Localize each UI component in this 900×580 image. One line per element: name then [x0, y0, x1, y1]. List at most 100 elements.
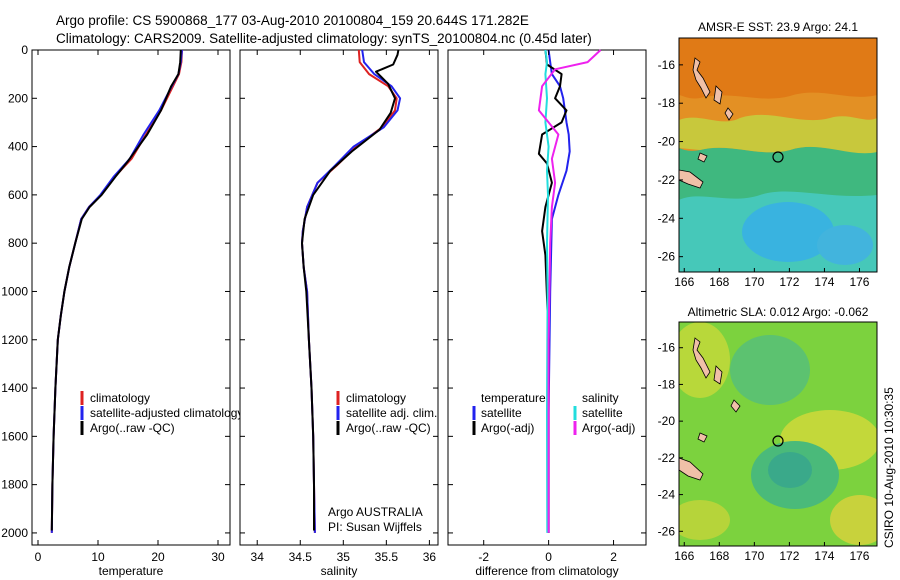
map-y-tick-label: -26 [658, 250, 676, 264]
island-new-caledonia [679, 457, 704, 481]
x-tick-label: 20 [151, 550, 165, 564]
y-tick-label: 600 [8, 188, 28, 202]
legend-label-climatology: climatology [90, 391, 150, 405]
argo-float-location-marker [772, 435, 784, 447]
y-tick-label: 1200 [1, 333, 28, 347]
x-tick-label: 0 [545, 550, 552, 564]
series-line-salinity-argo-adj- [537, 49, 602, 533]
x-tick-label: 10 [91, 550, 105, 564]
salinity-ticks: 34 34.5 35 35.5 36 [240, 49, 438, 564]
float-pi-label: PI: Susan Wijffels [328, 520, 422, 534]
island-vanuatu-mid [713, 85, 723, 105]
float-program-label: Argo AUSTRALIA [328, 505, 423, 519]
map-x-tick-label: 174 [814, 549, 834, 563]
y-tick-label: 1800 [1, 478, 28, 492]
island-vanuatu-mid [713, 365, 723, 385]
map-x-tick-label: 176 [849, 275, 869, 289]
sla-map-ticks: 166 168 170 172 174 176 -16 -18 -20 -22 -24 -26 [658, 341, 870, 563]
island-vanuatu-south [724, 107, 734, 121]
legend-label-climatology: climatology [346, 391, 406, 405]
difference-panel: -2 0 2 difference from climatology tempera… [447, 49, 647, 578]
map-x-tick-label: 172 [779, 275, 799, 289]
sla-map-frame [678, 321, 878, 547]
argo-float-location-marker [772, 151, 784, 163]
map-y-tick-label: -18 [658, 377, 676, 391]
salinity-xlabel: salinity [321, 564, 358, 578]
island-loyalty [697, 432, 708, 443]
legend-label-sal-argo: Argo(-adj) [582, 421, 635, 435]
y-tick-label: 2000 [1, 526, 28, 540]
sst-heatmap-field [679, 38, 877, 272]
sst-warmest-band [679, 38, 877, 99]
island-vanuatu-north [692, 337, 711, 379]
sla-yellow-patch-sw [679, 500, 730, 540]
island-vanuatu-south [730, 399, 741, 413]
sla-low-patch-n [730, 335, 810, 405]
y-tick-label: 1000 [1, 284, 28, 298]
map-y-tick-label: -22 [658, 451, 676, 465]
map-x-tick-label: 168 [709, 549, 729, 563]
map-x-tick-label: 168 [709, 275, 729, 289]
header-line1: Argo profile: CS 5900868_177 03-Aug-2010… [56, 13, 529, 28]
difference-legend: temperature satellite Argo(-adj) salinit… [472, 391, 635, 435]
series-line-argo-raw-qc- [301, 49, 400, 531]
y-tick-label: 200 [8, 91, 28, 105]
legend-label-temp-argo: Argo(-adj) [481, 421, 534, 435]
temperature-axes-frame [31, 49, 231, 546]
sla-map-panel: Altimetric SLA: 0.012 Argo: -0.062 166 16… [658, 305, 878, 563]
map-x-tick-label: 170 [744, 275, 764, 289]
map-x-tick-label: 166 [674, 275, 694, 289]
salinity-series [301, 49, 402, 533]
map-y-tick-label: -16 [658, 341, 676, 355]
y-tick-label: 1600 [1, 429, 28, 443]
legend-label-satellite-adjusted: satellite-adjusted climatology [90, 406, 243, 420]
x-tick-label: 36 [423, 550, 437, 564]
y-tick-label: 0 [21, 43, 28, 57]
map-x-tick-label: 172 [779, 549, 799, 563]
sst-map-ticks: 166 168 170 172 174 176 -16 -18 -20 -22 -24 -26 [658, 58, 870, 289]
sst-coolest-patch [742, 202, 834, 262]
map-x-tick-label: 176 [849, 549, 869, 563]
side-timestamp-label: CSIRO 10-Aug-2010 10:30:35 [882, 387, 896, 548]
x-tick-label: 2 [610, 550, 617, 564]
sst-map-panel: AMSR-E SST: 23.9 Argo: 24.1 166 168 170 172… [658, 20, 878, 289]
sla-yellow-patch-se [830, 495, 877, 545]
map-y-tick-label: -18 [658, 96, 676, 110]
sst-cool-patch-east [817, 225, 873, 265]
map-y-tick-label: -24 [658, 488, 676, 502]
legend-label-temp-satellite: satellite [481, 406, 522, 420]
x-tick-label: 30 [211, 550, 225, 564]
sla-lowest-patch [768, 452, 812, 488]
island-loyalty [697, 152, 708, 163]
x-tick-label: 35.5 [375, 550, 399, 564]
temperature-xlabel: temperature [99, 564, 164, 578]
temperature-panel: 0 10 20 30 0 200 400 600 800 1000 1200 1400 1600 1800… [1, 43, 243, 578]
x-tick-label: 0 [35, 550, 42, 564]
legend-label-argo: Argo(..raw -QC) [346, 421, 431, 435]
series-line-temperature-argo-adj- [537, 49, 568, 533]
salinity-panel: 34 34.5 35 35.5 36 salinity climatology sate… [239, 49, 439, 578]
y-tick-label: 1400 [1, 381, 28, 395]
legend-label-sal-satellite: satellite [582, 406, 623, 420]
map-y-tick-label: -26 [658, 524, 676, 538]
y-tick-label: 400 [8, 140, 28, 154]
series-line-argo-raw-qc- [50, 49, 182, 531]
temperature-ticks: 0 10 20 30 0 200 400 600 800 1000 1200 1400 1600 1800… [1, 43, 230, 564]
series-line-salinity-satellite [544, 49, 550, 533]
x-tick-label: 34.5 [289, 550, 313, 564]
salinity-axes-frame [239, 49, 439, 546]
sla-heatmap-field [679, 322, 877, 546]
legend-heading-salinity: salinity [582, 391, 619, 405]
legend-heading-temperature: temperature [481, 391, 546, 405]
legend-label-satellite-adj: satellite adj. clim. [346, 406, 437, 420]
map-y-tick-label: -20 [658, 414, 676, 428]
island-vanuatu-north [692, 57, 711, 99]
difference-ticks: -2 0 2 [448, 49, 646, 564]
map-x-tick-label: 166 [674, 549, 694, 563]
map-y-tick-label: -20 [658, 135, 676, 149]
legend-label-argo: Argo(..raw -QC) [90, 421, 175, 435]
x-tick-label: -2 [478, 550, 489, 564]
map-x-tick-label: 170 [744, 549, 764, 563]
difference-xlabel: difference from climatology [475, 564, 618, 578]
